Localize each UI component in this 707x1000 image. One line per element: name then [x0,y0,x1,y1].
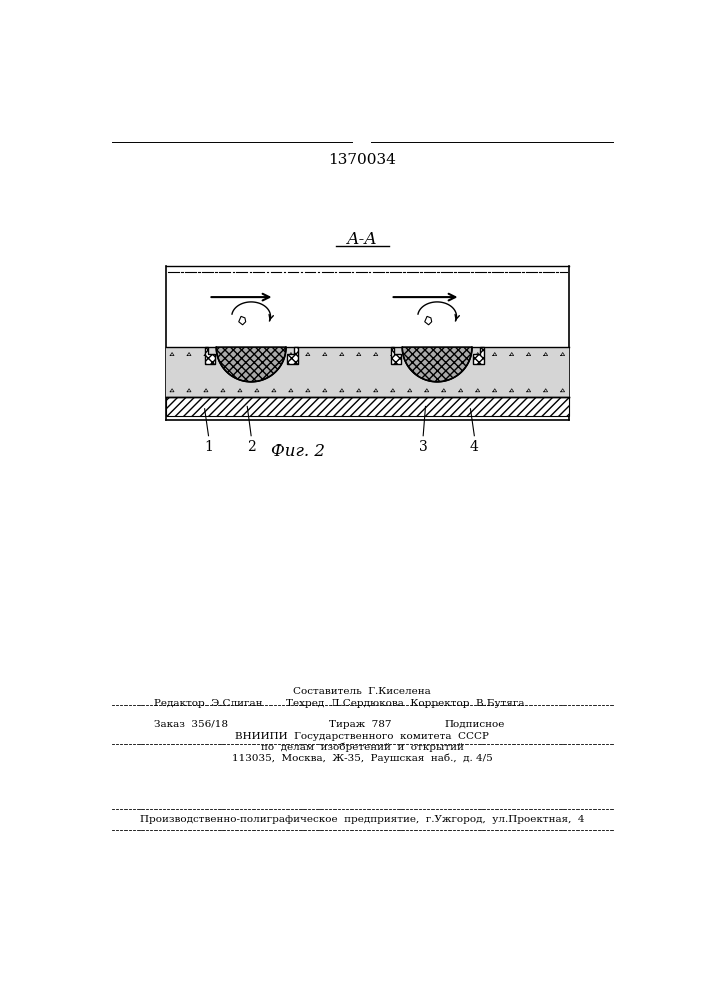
Text: Техред  Л.Сердюкова  Корректор  В.Бутяга: Техред Л.Сердюкова Корректор В.Бутяга [286,699,525,708]
Polygon shape [216,347,286,382]
Polygon shape [204,347,216,364]
Text: А-А: А-А [346,231,378,248]
Bar [166,397,569,416]
Polygon shape [473,347,484,364]
Bar [166,397,569,416]
Polygon shape [402,347,472,382]
Text: Производственно-полиграфическое  предприятие,  г.Ужгород,  ул.Проектная,  4: Производственно-полиграфическое предприя… [140,815,584,824]
Text: 3: 3 [419,440,428,454]
Text: 1370034: 1370034 [328,153,396,167]
Polygon shape [239,316,246,325]
Bar [166,347,569,397]
Text: ВНИИПИ  Государственного  комитета  СССР: ВНИИПИ Государственного комитета СССР [235,732,489,741]
Text: по  делам  изобретений  и  открытий: по делам изобретений и открытий [260,743,463,752]
Text: 113035,  Москва,  Ж-35,  Раушская  наб.,  д. 4/5: 113035, Москва, Ж-35, Раушская наб., д. … [232,754,492,763]
Polygon shape [425,316,432,325]
Text: 1: 1 [204,440,213,454]
Text: 2: 2 [247,440,255,454]
Text: Тираж  787: Тираж 787 [329,720,391,729]
Text: Фиг. 2: Фиг. 2 [271,443,325,460]
Text: Редактор  Э.Слиган: Редактор Э.Слиган [154,699,263,708]
Polygon shape [391,347,402,364]
Text: 4: 4 [470,440,479,454]
Text: Подписное: Подписное [445,720,506,729]
Polygon shape [287,347,298,364]
Text: Составитель  Г.Киселена: Составитель Г.Киселена [293,687,431,696]
Text: Заказ  356/18: Заказ 356/18 [154,720,228,729]
